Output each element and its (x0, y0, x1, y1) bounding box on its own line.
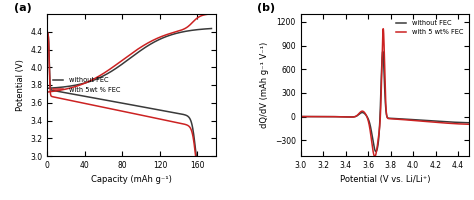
with 5 wt% FEC (381, 27, 386, 30)
without FEC (209, 27, 214, 30)
without FEC (45, 87, 50, 89)
with 5wt % FEC (209, 13, 214, 15)
without FEC (380, 50, 385, 53)
with 5wt % FEC (133, 49, 139, 51)
without FEC (205, 28, 210, 30)
without FEC (373, 150, 379, 153)
with 5wt % FEC (142, 43, 148, 46)
without FEC (122, 61, 128, 63)
without FEC (298, 115, 303, 118)
without FEC (431, 120, 437, 122)
with 5 wt% FEC (372, 155, 378, 158)
X-axis label: Capacity (mAh g⁻¹): Capacity (mAh g⁻¹) (91, 175, 172, 184)
with 5wt % FEC (179, 29, 185, 31)
without FEC (462, 121, 467, 124)
without FEC (123, 60, 129, 62)
Legend: without FEC, with 5 wt% FEC: without FEC, with 5 wt% FEC (394, 17, 466, 38)
Y-axis label: dQ/dV (mAh g⁻¹ V⁻¹): dQ/dV (mAh g⁻¹ V⁻¹) (260, 42, 269, 128)
with 5 wt% FEC (380, 35, 385, 38)
with 5 wt% FEC (431, 121, 437, 123)
with 5 wt% FEC (462, 123, 467, 125)
X-axis label: Potential (V vs. Li/Li⁺): Potential (V vs. Li/Li⁺) (340, 175, 430, 184)
without FEC (375, 142, 381, 145)
with 5 wt% FEC (375, 138, 381, 141)
without FEC (179, 31, 185, 33)
with 5 wt% FEC (298, 115, 303, 118)
Legend: without FEC, with 5wt % FEC: without FEC, with 5wt % FEC (51, 75, 123, 95)
without FEC (142, 46, 148, 49)
Text: (a): (a) (14, 3, 31, 13)
without FEC (462, 121, 467, 124)
without FEC (133, 53, 139, 55)
Line: with 5wt % FEC: with 5wt % FEC (47, 14, 211, 92)
without FEC (466, 122, 472, 124)
with 5 wt% FEC (462, 123, 467, 125)
Text: (b): (b) (256, 3, 275, 13)
Line: without FEC: without FEC (47, 29, 211, 88)
Line: without FEC: without FEC (301, 51, 469, 152)
Y-axis label: Potential (V): Potential (V) (16, 59, 25, 111)
with 5wt % FEC (205, 13, 210, 15)
without FEC (306, 115, 312, 118)
without FEC (380, 50, 385, 53)
with 5wt % FEC (123, 56, 129, 58)
with 5wt % FEC (122, 57, 128, 59)
with 5 wt% FEC (466, 123, 472, 125)
with 5 wt% FEC (306, 115, 312, 118)
Line: with 5 wt% FEC: with 5 wt% FEC (301, 29, 469, 157)
with 5wt % FEC (45, 91, 50, 93)
